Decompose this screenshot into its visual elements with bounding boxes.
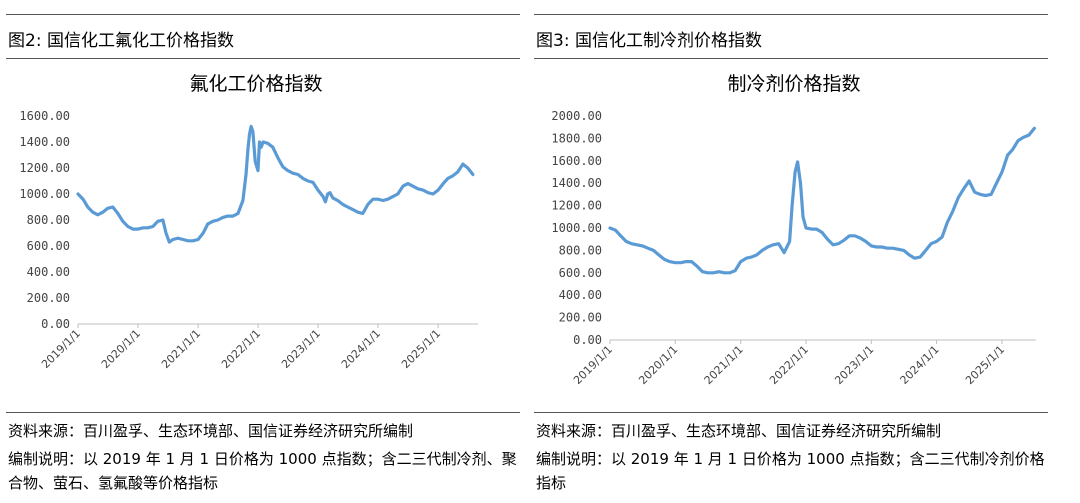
top-rule bbox=[534, 14, 1048, 15]
y-tick-label: 0.00 bbox=[573, 333, 602, 347]
x-tick-label: 2024/1/1 bbox=[339, 327, 383, 371]
y-tick-label: 800.00 bbox=[27, 213, 70, 227]
y-tick-label: 2000.00 bbox=[551, 109, 602, 123]
source-note: 资料来源：百川盈孚、生态环境部、国信证券经济研究所编制 bbox=[8, 422, 414, 440]
y-tick-label: 0.00 bbox=[41, 317, 70, 331]
x-tick-label: 2021/1/1 bbox=[159, 327, 203, 371]
y-tick-label: 600.00 bbox=[27, 239, 70, 253]
price-index-line bbox=[608, 126, 1036, 275]
y-tick-label: 1400.00 bbox=[551, 176, 602, 190]
y-tick-label: 1400.00 bbox=[19, 135, 70, 149]
chart-title: 制冷剂价格指数 bbox=[727, 73, 860, 95]
y-tick-label: 1200.00 bbox=[551, 199, 602, 213]
x-tick-label: 2025/1/1 bbox=[399, 327, 443, 371]
x-tick-label: 2021/1/1 bbox=[702, 343, 746, 387]
x-tick-label: 2020/1/1 bbox=[99, 327, 143, 371]
refrigerant-price-index-chart: 制冷剂价格指数 0.00 200.00 400.00 600.00 800.00 1000.… bbox=[551, 73, 1036, 387]
x-tick-label: 2025/1/1 bbox=[963, 343, 1007, 387]
y-tick-label: 1600.00 bbox=[19, 109, 70, 123]
top-rule bbox=[6, 14, 520, 15]
description-note: 编制说明：以 2019 年 1 月 1 日价格为 1000 点指数；含二三代制冷… bbox=[8, 450, 517, 492]
title-rule bbox=[6, 58, 520, 59]
y-tick-label: 200.00 bbox=[27, 291, 70, 305]
x-tick-label: 2020/1/1 bbox=[636, 343, 680, 387]
x-tick-label: 2019/1/1 bbox=[571, 343, 615, 387]
chart-title: 氟化工价格指数 bbox=[189, 73, 322, 95]
x-tick-label: 2022/1/1 bbox=[219, 327, 263, 371]
x-tick-label: 2023/1/1 bbox=[832, 343, 876, 387]
description-note: 编制说明：以 2019 年 1 月 1 日价格为 1000 点指数；含二三代制冷… bbox=[536, 450, 1045, 492]
y-tick-label: 400.00 bbox=[559, 288, 602, 302]
bottom-rule bbox=[534, 412, 1048, 413]
figure-panel-refrigerant: 图3: 国信化工制冷剂价格指数 制冷剂价格指数 0.00 200.00 400.00 6… bbox=[534, 0, 1054, 503]
figure-label: 图2: 国信化工氟化工价格指数 bbox=[8, 31, 234, 51]
x-tick-label: 2024/1/1 bbox=[898, 343, 942, 387]
price-index-line bbox=[76, 124, 475, 244]
x-tick-label: 2019/1/1 bbox=[39, 327, 83, 371]
source-note: 资料来源：百川盈孚、生态环境部、国信证券经济研究所编制 bbox=[536, 422, 942, 440]
x-tick-label: 2022/1/1 bbox=[767, 343, 811, 387]
y-tick-label: 800.00 bbox=[559, 243, 602, 257]
title-rule bbox=[534, 58, 1048, 59]
y-tick-label: 200.00 bbox=[559, 311, 602, 325]
fluorochemical-price-index-chart: 氟化工价格指数 0.00 200.00 400.00 600.00 800.00 1000.… bbox=[19, 73, 478, 371]
y-tick-label: 1600.00 bbox=[551, 154, 602, 168]
bottom-rule bbox=[6, 412, 520, 413]
y-tick-label: 1800.00 bbox=[551, 131, 602, 145]
y-tick-label: 1000.00 bbox=[19, 187, 70, 201]
figure-label: 图3: 国信化工制冷剂价格指数 bbox=[536, 31, 762, 51]
y-tick-label: 1200.00 bbox=[19, 161, 70, 175]
figure-panel-fluorochemical: 图2: 国信化工氟化工价格指数 氟化工价格指数 0.00 200.00 400.00 6… bbox=[6, 0, 526, 503]
y-tick-label: 400.00 bbox=[27, 265, 70, 279]
y-tick-label: 600.00 bbox=[559, 266, 602, 280]
x-tick-label: 2023/1/1 bbox=[279, 327, 323, 371]
y-tick-label: 1000.00 bbox=[551, 221, 602, 235]
